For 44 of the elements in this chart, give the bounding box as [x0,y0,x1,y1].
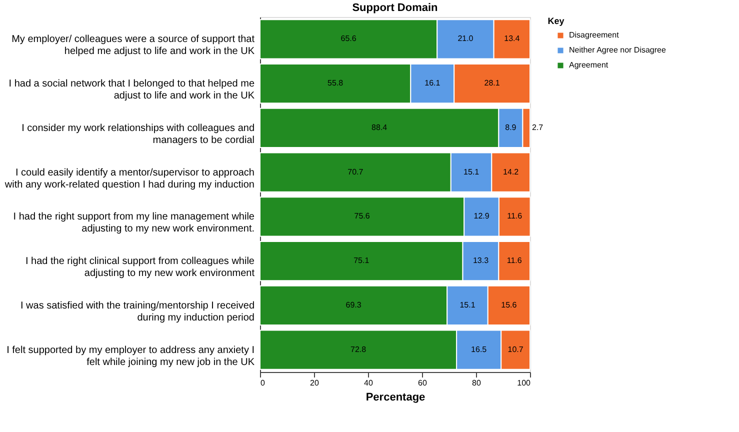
data-label: 15.6 [501,300,518,310]
chart-title: Support Domain [352,2,438,14]
data-label: 21.0 [458,34,474,44]
legend-label: Agreement [569,60,609,70]
legend-label: Disagreement [569,30,620,40]
y-tick-label: I had a social network that I belonged to that helped me adjust to life and work in the UK [8,78,255,102]
data-label: 15.1 [463,167,480,176]
data-label: 28.1 [484,78,500,88]
x-tick-label: 0 [260,378,266,388]
y-tick-label: My employer/ colleagues were a source of support that helped me adjust to life and work in the UK [12,34,255,58]
data-label: 15.1 [460,300,476,310]
data-label: 72.8 [350,344,367,354]
y-tick-label: I had the right clinical support from colleagues while adjusting to my new work environment [25,256,255,280]
data-label: 16.5 [471,344,488,354]
x-tick-label: 100 [517,378,532,388]
data-label: 70.7 [348,167,364,176]
legend-title: Key [548,16,564,26]
y-tick-label: I was satisfied with the training/mentorship I received during my induction period [20,300,254,324]
data-label: 75.1 [354,256,370,266]
data-label: 13.3 [472,256,490,266]
data-label: 88.4 [372,122,388,132]
data-label: 75.6 [354,212,370,221]
y-tick-label: I had the right support from my line management while adjusting to my new work environment. [13,212,255,235]
y-tick-label: I felt supported by my employer to address any anxiety I felt while joining my new job in the UK [6,344,255,368]
legend-label: Neither Agree nor Disagree [569,46,666,54]
data-label: 10.7 [508,344,524,354]
data-label: 12.9 [474,212,490,221]
data-label: 16.1 [424,78,441,88]
x-tick-label: 40 [364,378,374,388]
data-label: 14.2 [503,167,520,176]
data-label: 13.4 [504,34,520,44]
x-axis-title: Percentage [366,392,426,404]
y-tick-label: I consider my work relationships with colleagues and managers to be cordial [22,122,254,146]
data-label: 2.7 [532,122,544,132]
data-label: 11.6 [506,256,522,266]
data-label: 69.3 [346,300,362,310]
x-tick-label: 60 [418,378,428,388]
x-tick-label: 20 [310,378,320,388]
data-label: 11.6 [507,212,523,221]
x-tick-label: 80 [472,378,482,388]
data-label: 8.9 [505,122,517,132]
data-label: 55.8 [328,78,344,88]
data-label: 65.6 [340,34,357,44]
y-tick-label: I could easily identify a mentor/supervisor to approach with any work-related question I had during my induction [4,167,254,190]
